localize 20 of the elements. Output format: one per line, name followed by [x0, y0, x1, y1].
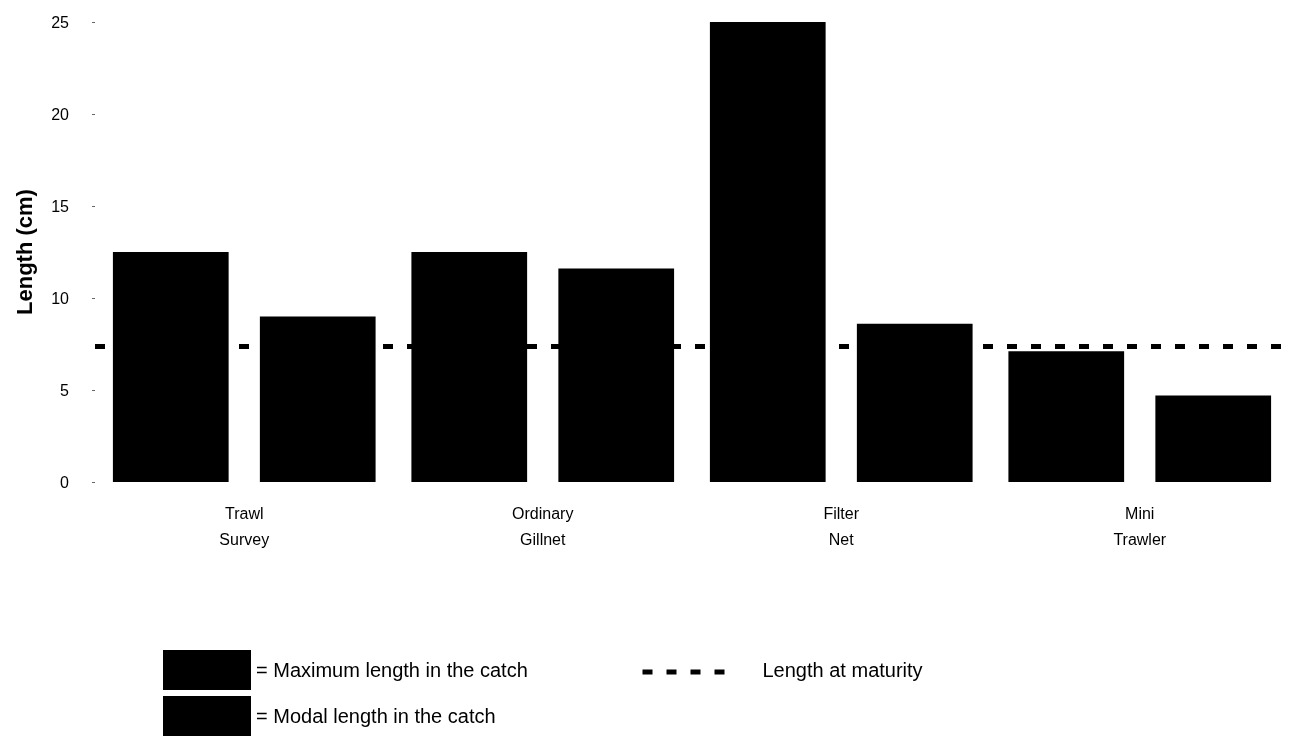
- bar: [856, 323, 973, 482]
- y-tick-label: 20: [51, 105, 70, 123]
- legend-label: = Maximum length in the catch: [256, 659, 528, 681]
- x-tick-label: Filter Net: [823, 504, 860, 548]
- y-tick-label: 15: [51, 197, 70, 215]
- y-tick-label: 5: [60, 381, 70, 399]
- bar: [112, 252, 229, 482]
- x-tick-label: Trawl Survey: [219, 504, 270, 548]
- legend-label: = Modal length in the catch: [256, 705, 496, 727]
- bar: [1155, 395, 1272, 482]
- y-axis-title: Length (cm): [11, 189, 37, 315]
- bar: [1008, 351, 1125, 482]
- y-tick-label: 25: [51, 13, 70, 31]
- bar: [259, 316, 376, 482]
- x-tick-label: Mini Trawler: [1113, 504, 1167, 548]
- legend-label: Length at maturity: [762, 659, 923, 681]
- bar: [709, 22, 826, 482]
- y-tick-label: 0: [60, 473, 70, 491]
- x-tick-label: Ordinary Gillnet: [512, 504, 574, 548]
- y-tick-label: 10: [51, 289, 70, 307]
